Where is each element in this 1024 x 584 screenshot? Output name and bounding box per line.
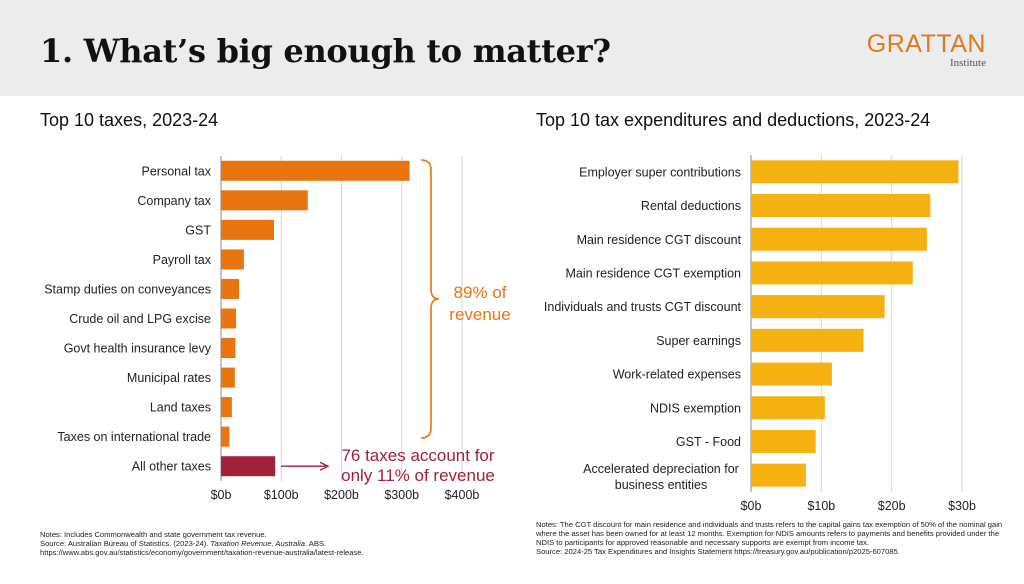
left-category-label: GST bbox=[185, 223, 211, 237]
right-category-label: Employer super contributions bbox=[579, 165, 741, 179]
right-bar bbox=[751, 328, 864, 352]
left-tick-label: $300b bbox=[384, 488, 419, 502]
left-category-label: Municipal rates bbox=[127, 371, 211, 385]
brace-annotation-line1: 89% of bbox=[454, 283, 507, 302]
left-bar bbox=[221, 190, 308, 211]
right-category-label: Main residence CGT discount bbox=[577, 233, 742, 247]
right-tick-label: $0b bbox=[741, 499, 762, 513]
right-tick-label: $30b bbox=[948, 499, 976, 513]
other-taxes-annotation-line1: 76 taxes account for bbox=[341, 446, 494, 465]
left-bar bbox=[221, 219, 275, 240]
right-notes: Notes: The CGT discount for main residen… bbox=[536, 520, 1006, 556]
left-category-label: Personal tax bbox=[142, 164, 212, 178]
right-bar bbox=[751, 429, 816, 453]
right-bar bbox=[751, 227, 927, 251]
left-category-label: Company tax bbox=[137, 194, 211, 208]
right-category-label: business entities bbox=[615, 478, 707, 492]
right-notes-line2: Source: 2024-25 Tax Expenditures and Ins… bbox=[536, 547, 900, 556]
right-bar bbox=[751, 362, 832, 386]
right-bar bbox=[751, 261, 913, 285]
left-chart-title: Top 10 taxes, 2023-24 bbox=[40, 110, 219, 130]
left-category-label: Land taxes bbox=[150, 401, 211, 415]
left-bar bbox=[221, 397, 232, 418]
left-tick-label: $100b bbox=[264, 488, 299, 502]
right-bar bbox=[751, 396, 825, 420]
right-notes-line1: Notes: The CGT discount for main residen… bbox=[536, 520, 1003, 547]
left-tick-label: $400b bbox=[445, 488, 480, 502]
left-tick-label: $0b bbox=[211, 488, 232, 502]
right-category-label: Rental deductions bbox=[641, 199, 741, 213]
left-category-label: Taxes on international trade bbox=[57, 430, 211, 444]
left-notes-line1: Notes: Includes Commonwealth and state g… bbox=[40, 530, 267, 539]
left-category-label: Govt health insurance levy bbox=[64, 342, 212, 356]
other-taxes-arrow-head bbox=[319, 461, 330, 471]
left-bar bbox=[221, 367, 235, 388]
page-title: 1. What’s big enough to matter? bbox=[40, 32, 611, 70]
right-tick-label: $10b bbox=[807, 499, 835, 513]
right-tick-label: $20b bbox=[878, 499, 906, 513]
logo-subtitle: Institute bbox=[949, 57, 986, 69]
left-category-label: Crude oil and LPG excise bbox=[69, 312, 211, 326]
right-category-label: Accelerated depreciation for bbox=[583, 462, 739, 476]
right-bar bbox=[751, 194, 931, 218]
brace-annotation-line2: revenue bbox=[449, 305, 510, 324]
right-category-label: GST - Food bbox=[676, 435, 741, 449]
left-bar bbox=[221, 249, 244, 270]
right-category-label: Super earnings bbox=[656, 334, 741, 348]
right-bar bbox=[751, 463, 806, 487]
left-category-label: Stamp duties on conveyances bbox=[44, 282, 211, 296]
left-bar bbox=[221, 338, 236, 359]
left-notes-line3: https://www.abs.gov.au/statistics/econom… bbox=[40, 548, 364, 557]
left-category-label: Payroll tax bbox=[153, 253, 212, 267]
top10-brace bbox=[420, 159, 440, 439]
left-bar bbox=[221, 426, 230, 447]
header-band: 1. What’s big enough to matter? GRATTAN … bbox=[0, 0, 1024, 96]
left-category-label: All other taxes bbox=[132, 460, 211, 474]
right-chart-title: Top 10 tax expenditures and deductions, … bbox=[536, 110, 931, 130]
other-taxes-annotation-line2: only 11% of revenue bbox=[341, 466, 495, 485]
left-notes: Notes: Includes Commonwealth and state g… bbox=[40, 530, 510, 557]
right-bar bbox=[751, 295, 885, 319]
left-bar bbox=[221, 160, 410, 181]
left-bar bbox=[221, 278, 240, 299]
left-notes-line2: Source: Australian Bureau of Statistics.… bbox=[40, 539, 327, 548]
right-category-label: Individuals and trusts CGT discount bbox=[544, 300, 742, 314]
logo-wordmark: GRATTAN bbox=[866, 30, 986, 58]
left-bar bbox=[221, 308, 237, 329]
right-category-label: Main residence CGT exemption bbox=[565, 266, 741, 280]
right-category-label: NDIS exemption bbox=[650, 401, 741, 415]
right-category-label: Work-related expenses bbox=[613, 368, 741, 382]
right-bar bbox=[751, 160, 959, 184]
left-tick-label: $200b bbox=[324, 488, 359, 502]
left-bar bbox=[221, 456, 276, 477]
grattan-logo: GRATTAN Institute bbox=[866, 30, 986, 70]
